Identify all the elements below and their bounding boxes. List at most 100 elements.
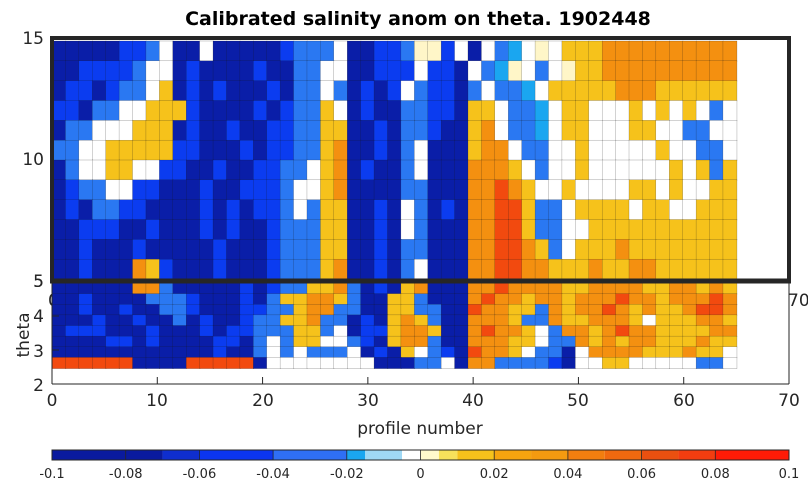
colorbar-tick-label: 0.04 <box>553 467 582 482</box>
upper-heatmap-cell <box>628 179 644 201</box>
upper-heatmap-cell <box>427 139 442 161</box>
upper-heatmap-cell <box>320 239 335 260</box>
lower-heatmap-cell <box>400 325 416 337</box>
lower-heatmap-cell <box>373 325 389 337</box>
lower-heatmap-cell <box>508 293 523 306</box>
upper-heatmap-cell <box>534 100 550 122</box>
upper-heatmap-cell <box>467 219 483 241</box>
lower-heatmap-cell <box>159 357 174 369</box>
upper-heatmap-cell <box>226 179 241 201</box>
lower-heatmap-cell <box>642 346 657 359</box>
lower-heatmap-cell <box>575 357 590 369</box>
upper-heatmap-cell <box>508 120 523 141</box>
lower-heatmap-cell <box>320 314 335 327</box>
lower-heatmap-cell <box>373 314 389 327</box>
lower-heatmap-cell <box>467 325 483 337</box>
lower-heatmap-cell <box>306 304 322 316</box>
upper-heatmap-cell <box>427 199 442 221</box>
upper-heatmap-cell <box>387 159 402 181</box>
upper-heatmap-cell <box>65 60 80 82</box>
lower-heatmap-cell <box>454 282 469 295</box>
upper-heatmap-cell <box>561 139 577 161</box>
upper-heatmap-cell <box>427 80 442 102</box>
lower-heatmap-cell <box>695 335 711 348</box>
upper-heatmap-cell <box>575 120 590 141</box>
lower-heatmap-cell <box>132 357 147 369</box>
lower-heatmap-cell <box>293 325 308 337</box>
lower-heatmap-cell <box>132 335 147 348</box>
upper-heatmap-cell <box>588 40 603 62</box>
lower-heatmap-cell <box>508 282 523 295</box>
lower-heatmap-cell <box>709 304 724 316</box>
upper-heatmap-cell <box>212 80 228 102</box>
lower-heatmap-cell <box>78 357 94 369</box>
lower-heatmap-cell <box>118 282 134 295</box>
upper-heatmap-cell <box>454 239 469 260</box>
lower-heatmap-cell <box>467 357 483 369</box>
upper-heatmap-cell <box>440 239 456 260</box>
upper-heatmap-cell <box>414 239 429 260</box>
upper-heatmap-cell <box>226 139 241 161</box>
upper-heatmap-cell <box>615 80 630 102</box>
upper-heatmap-cell <box>65 159 80 181</box>
upper-heatmap-cell <box>78 100 94 122</box>
upper-heatmap-cell <box>293 120 308 141</box>
upper-heatmap-cell <box>440 219 456 241</box>
upper-heatmap-cell <box>306 179 322 201</box>
upper-heatmap-cell <box>65 199 80 221</box>
lower-heatmap-cell <box>709 282 724 295</box>
upper-heatmap-cell <box>226 219 241 241</box>
upper-heatmap-cell <box>145 139 161 161</box>
upper-heatmap-cell <box>508 179 523 201</box>
lower-heatmap-cell <box>682 282 697 295</box>
upper-heatmap-cell <box>51 139 67 161</box>
colorbar-tick-label: -0.08 <box>109 467 143 482</box>
upper-heatmap-cell <box>615 219 630 241</box>
lower-heatmap-cell <box>132 314 147 327</box>
lower-heatmap-cell <box>360 304 375 316</box>
lower-heatmap-cell <box>561 346 577 359</box>
lower-heatmap-cell <box>615 282 630 295</box>
colorbar-tick-label: -0.06 <box>183 467 217 482</box>
lower-heatmap-cell <box>414 357 429 369</box>
upper-heatmap-cell <box>333 120 348 141</box>
upper-heatmap-cell <box>65 179 80 201</box>
lower-heatmap-cell <box>320 335 335 348</box>
upper-heatmap-cell <box>534 80 550 102</box>
upper-heatmap-cell <box>655 80 671 102</box>
upper-heatmap-cell <box>669 258 684 280</box>
upper-heatmap-cell <box>199 40 214 62</box>
lower-heatmap-cell <box>266 293 281 306</box>
lower-heatmap-cell <box>508 314 523 327</box>
lower-heatmap-cell <box>682 346 697 359</box>
lower-heatmap-cell <box>239 357 255 369</box>
upper-heatmap-cell <box>333 40 348 62</box>
upper-heatmap-cell <box>709 219 724 241</box>
upper-heatmap-cell <box>508 239 523 260</box>
upper-heatmap-cell <box>548 139 563 161</box>
lower-heatmap-cell <box>212 293 228 306</box>
upper-heatmap-cell <box>92 120 107 141</box>
upper-heatmap-cell <box>494 80 510 102</box>
lower-heatmap-cell <box>253 314 268 327</box>
lower-heatmap-cell <box>400 293 416 306</box>
lower-heatmap-cell <box>655 346 671 359</box>
upper-heatmap-cell <box>159 219 174 241</box>
upper-heatmap-cell <box>575 159 590 181</box>
lower-heatmap-cell <box>628 293 644 306</box>
lower-heatmap-cell <box>253 357 268 369</box>
lower-heatmap-cell <box>212 282 228 295</box>
lower-heatmap-cell <box>588 314 603 327</box>
upper-heatmap-cell <box>373 100 389 122</box>
upper-heatmap-cell <box>427 100 442 122</box>
lower-heatmap-cell <box>494 304 510 316</box>
lower-heatmap-cell <box>360 293 375 306</box>
upper-heatmap-cell <box>414 179 429 201</box>
lower-heatmap <box>51 282 738 369</box>
upper-heatmap-cell <box>601 120 617 141</box>
upper-heatmap-cell <box>199 159 214 181</box>
upper-heatmap-cell <box>105 40 120 62</box>
upper-heatmap-cell <box>51 199 67 221</box>
upper-heatmap-cell <box>172 80 187 102</box>
lower-heatmap-cell <box>400 346 416 359</box>
